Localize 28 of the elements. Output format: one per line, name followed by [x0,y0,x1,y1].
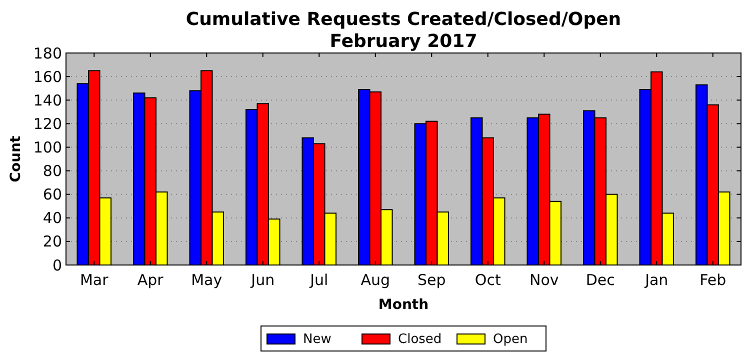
y-tick-label: 0 [52,256,62,274]
x-tick-label: Apr [137,271,164,289]
y-tick-label: 160 [33,68,62,86]
x-tick-label: Jun [250,271,275,289]
x-tick-label: Feb [700,271,726,289]
x-tick-label: Oct [474,271,501,289]
chart-title: Cumulative Requests Created/Closed/Open February 2017 [186,9,622,52]
x-tick-label: Mar [80,271,110,289]
y-tick-label: 120 [33,114,62,133]
legend-label: New [303,332,332,347]
x-tick-label: Dec [586,271,615,289]
y-tick-label: 180 [33,44,62,62]
x-tick-label: Jan [644,271,668,289]
x-axis-title: Month [378,297,429,313]
y-axis-title: Count [8,135,24,182]
x-tick-label: Nov [529,271,559,289]
y-tick-label: 60 [42,186,62,204]
y-tick-label: 40 [42,209,62,228]
x-tick-label: Sep [417,271,446,289]
legend-label: Open [493,332,528,347]
y-tick-label: 100 [33,138,62,156]
y-tick-label: 20 [42,232,62,251]
y-tick-label: 140 [33,91,62,110]
legend-label: Closed [398,332,442,347]
y-tick-label: 80 [42,162,62,180]
x-tick-label: Jul [309,271,328,289]
x-tick-label: May [191,271,222,289]
x-tick-label: Aug [360,271,390,289]
